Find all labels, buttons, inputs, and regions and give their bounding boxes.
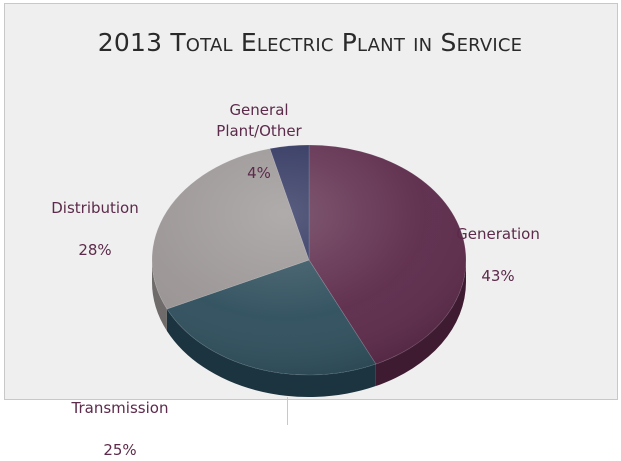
slice-percent: 28% <box>78 241 112 259</box>
slice-label-distribution: Distribution 28% <box>35 177 155 261</box>
slice-label-generation: Generation 43% <box>438 203 558 287</box>
slice-label-general-plant-other: General Plant/Other 4% <box>199 79 319 184</box>
slice-name: Transmission <box>71 399 169 417</box>
slice-name: General Plant/Other <box>216 101 302 140</box>
frame-divider <box>287 397 288 425</box>
slice-percent: 25% <box>103 441 137 459</box>
chart-title: 2013 Total Electric Plant in Service <box>97 28 523 57</box>
slice-label-transmission: Transmission 25% <box>50 377 190 461</box>
slice-percent: 43% <box>481 267 515 285</box>
slice-percent: 4% <box>247 164 271 182</box>
slice-name: Distribution <box>51 199 139 217</box>
slice-name: Generation <box>456 225 540 243</box>
